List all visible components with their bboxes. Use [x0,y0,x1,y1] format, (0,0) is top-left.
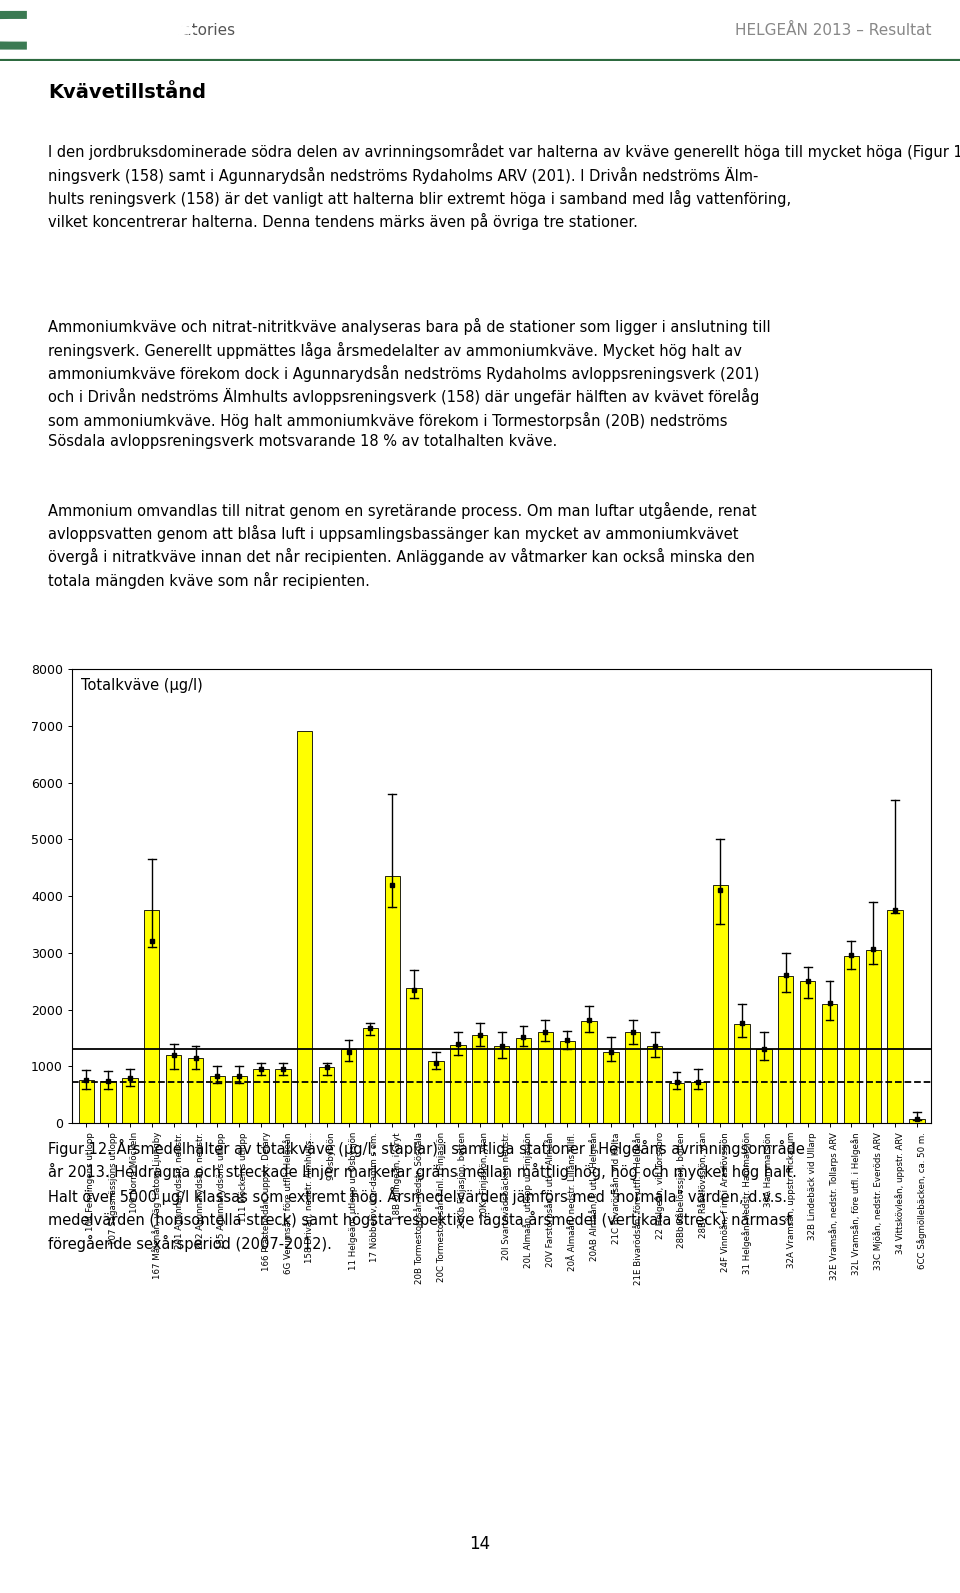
Text: Totalkväve (µg/l): Totalkväve (µg/l) [81,679,203,693]
Bar [450,1045,466,1123]
Bar [144,910,159,1123]
Bar [341,1050,356,1123]
Bar [188,1058,204,1123]
Text: Kvävetillstånd: Kvävetillstånd [48,83,206,102]
Bar [494,1047,509,1123]
Text: 14: 14 [469,1536,491,1553]
Bar [209,1075,225,1123]
Bar [231,1075,247,1123]
Bar [756,1050,772,1123]
Bar [844,956,859,1123]
Bar [909,1118,924,1123]
Bar [516,1039,531,1123]
Bar [298,731,313,1123]
Text: ALcontrol Laboratories: ALcontrol Laboratories [62,22,235,38]
Circle shape [0,19,196,41]
Bar [560,1040,575,1123]
Bar [122,1077,137,1123]
Bar [363,1027,378,1123]
Bar [669,1083,684,1123]
Bar [101,1080,116,1123]
Wedge shape [0,11,27,49]
Bar [276,1069,291,1123]
Bar [385,876,400,1123]
Text: Ammonium omvandlas till nitrat genom en syretärande process. Om man luftar utgåe: Ammonium omvandlas till nitrat genom en … [48,502,756,589]
Bar [582,1021,597,1123]
Bar [603,1051,618,1123]
Bar [428,1061,444,1123]
Bar [79,1080,94,1123]
Text: I den jordbruksdominerade södra delen av avrinningsområdet var halterna av kväve: I den jordbruksdominerade södra delen av… [48,143,960,231]
Bar [779,975,794,1123]
Bar [822,1004,837,1123]
Bar [166,1055,181,1123]
Bar [887,910,902,1123]
Bar [406,988,421,1123]
Text: Ammoniumkväve och nitrat-nitritkväve analyseras bara på de stationer som ligger : Ammoniumkväve och nitrat-nitritkväve ana… [48,319,771,449]
Bar [690,1082,706,1123]
Bar [319,1067,334,1123]
Text: HELGEÅN 2013 – Resultat: HELGEÅN 2013 – Resultat [734,22,931,38]
Bar [472,1035,488,1123]
Bar [734,1024,750,1123]
Bar [625,1032,640,1123]
Circle shape [0,11,334,49]
Bar [800,981,815,1123]
Bar [712,884,728,1123]
Bar [538,1032,553,1123]
Bar [647,1047,662,1123]
Text: Figur 12. Årsmedelhalter av totalkväve (µg/l; staplar) i samtliga stationer i He: Figur 12. Årsmedelhalter av totalkväve (… [48,1139,804,1252]
Bar [253,1069,269,1123]
Bar [866,949,881,1123]
